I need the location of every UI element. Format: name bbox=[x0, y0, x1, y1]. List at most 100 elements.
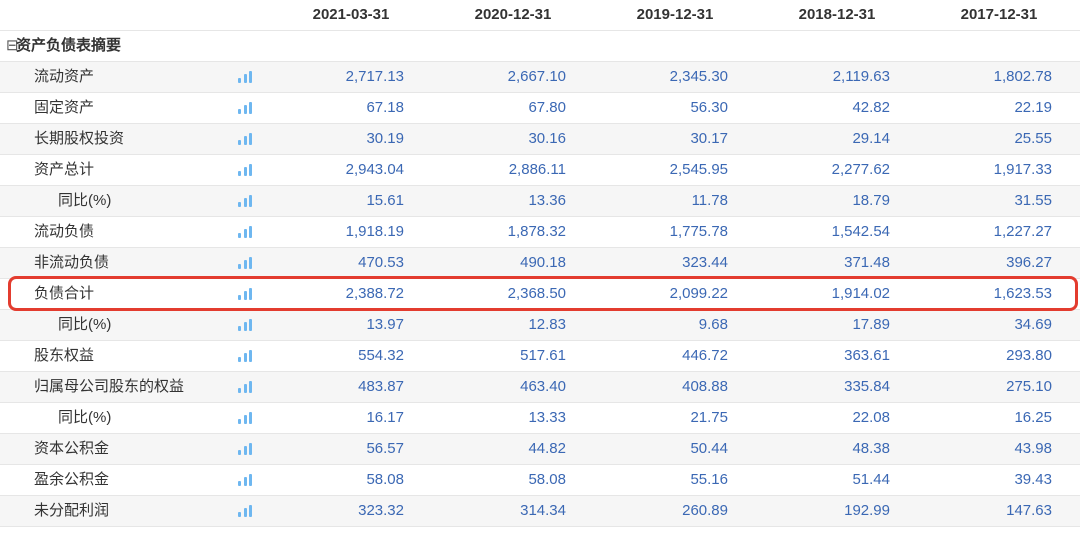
value-cell[interactable]: 275.10 bbox=[918, 372, 1080, 403]
table-row[interactable]: 流动资产2,717.132,667.102,345.302,119.631,80… bbox=[0, 62, 1080, 93]
value-cell[interactable]: 2,667.10 bbox=[432, 62, 594, 93]
table-row[interactable]: 未分配利润323.32314.34260.89192.99147.63 bbox=[0, 496, 1080, 527]
value-cell[interactable]: 43.98 bbox=[918, 434, 1080, 465]
value-cell[interactable]: 323.32 bbox=[270, 496, 432, 527]
value-cell[interactable]: 21.75 bbox=[594, 403, 756, 434]
row-label-cell[interactable]: 同比(%) bbox=[0, 310, 270, 341]
value-cell[interactable]: 1,914.02 bbox=[756, 279, 918, 310]
value-cell[interactable]: 408.88 bbox=[594, 372, 756, 403]
value-cell[interactable]: 2,345.30 bbox=[594, 62, 756, 93]
value-cell[interactable]: 34.69 bbox=[918, 310, 1080, 341]
col-header[interactable]: 2017-12-31 bbox=[918, 0, 1080, 31]
value-cell[interactable]: 1,542.54 bbox=[756, 217, 918, 248]
bar-chart-icon[interactable] bbox=[238, 226, 252, 238]
bar-chart-icon[interactable] bbox=[238, 102, 252, 114]
value-cell[interactable]: 446.72 bbox=[594, 341, 756, 372]
value-cell[interactable]: 2,717.13 bbox=[270, 62, 432, 93]
table-row[interactable]: 资产总计2,943.042,886.112,545.952,277.621,91… bbox=[0, 155, 1080, 186]
value-cell[interactable]: 314.34 bbox=[432, 496, 594, 527]
row-label-cell[interactable]: 负债合计 bbox=[0, 279, 270, 310]
value-cell[interactable]: 44.82 bbox=[432, 434, 594, 465]
bar-chart-icon[interactable] bbox=[238, 381, 252, 393]
value-cell[interactable]: 2,368.50 bbox=[432, 279, 594, 310]
value-cell[interactable]: 12.83 bbox=[432, 310, 594, 341]
value-cell[interactable]: 67.80 bbox=[432, 93, 594, 124]
row-label-cell[interactable]: 归属母公司股东的权益 bbox=[0, 372, 270, 403]
table-row[interactable]: 归属母公司股东的权益483.87463.40408.88335.84275.10 bbox=[0, 372, 1080, 403]
table-row[interactable]: 同比(%)16.1713.3321.7522.0816.25 bbox=[0, 403, 1080, 434]
row-label-cell[interactable]: 固定资产 bbox=[0, 93, 270, 124]
row-label-cell[interactable]: 长期股权投资 bbox=[0, 124, 270, 155]
row-label-cell[interactable]: 资产总计 bbox=[0, 155, 270, 186]
bar-chart-icon[interactable] bbox=[238, 350, 252, 362]
bar-chart-icon[interactable] bbox=[238, 319, 252, 331]
value-cell[interactable]: 335.84 bbox=[756, 372, 918, 403]
value-cell[interactable]: 15.61 bbox=[270, 186, 432, 217]
row-label-cell[interactable]: 非流动负债 bbox=[0, 248, 270, 279]
value-cell[interactable]: 30.16 bbox=[432, 124, 594, 155]
value-cell[interactable]: 1,878.32 bbox=[432, 217, 594, 248]
value-cell[interactable]: 2,388.72 bbox=[270, 279, 432, 310]
value-cell[interactable]: 2,119.63 bbox=[756, 62, 918, 93]
value-cell[interactable]: 2,099.22 bbox=[594, 279, 756, 310]
value-cell[interactable]: 39.43 bbox=[918, 465, 1080, 496]
row-label-cell[interactable]: 未分配利润 bbox=[0, 496, 270, 527]
value-cell[interactable]: 1,918.19 bbox=[270, 217, 432, 248]
value-cell[interactable]: 517.61 bbox=[432, 341, 594, 372]
table-row[interactable]: 同比(%)15.6113.3611.7818.7931.55 bbox=[0, 186, 1080, 217]
section-header-row[interactable]: ⊟资产负债表摘要 bbox=[0, 31, 1080, 62]
row-label-cell[interactable]: 同比(%) bbox=[0, 186, 270, 217]
value-cell[interactable]: 42.82 bbox=[756, 93, 918, 124]
value-cell[interactable]: 48.38 bbox=[756, 434, 918, 465]
value-cell[interactable]: 22.19 bbox=[918, 93, 1080, 124]
table-row[interactable]: 非流动负债470.53490.18323.44371.48396.27 bbox=[0, 248, 1080, 279]
value-cell[interactable]: 17.89 bbox=[756, 310, 918, 341]
section-header-cell[interactable]: ⊟资产负债表摘要 bbox=[0, 31, 270, 62]
row-label-cell[interactable]: 资本公积金 bbox=[0, 434, 270, 465]
value-cell[interactable]: 147.63 bbox=[918, 496, 1080, 527]
bar-chart-icon[interactable] bbox=[238, 474, 252, 486]
value-cell[interactable]: 56.57 bbox=[270, 434, 432, 465]
bar-chart-icon[interactable] bbox=[238, 288, 252, 300]
value-cell[interactable]: 2,545.95 bbox=[594, 155, 756, 186]
value-cell[interactable]: 1,227.27 bbox=[918, 217, 1080, 248]
value-cell[interactable]: 490.18 bbox=[432, 248, 594, 279]
value-cell[interactable]: 2,886.11 bbox=[432, 155, 594, 186]
value-cell[interactable]: 55.16 bbox=[594, 465, 756, 496]
value-cell[interactable]: 260.89 bbox=[594, 496, 756, 527]
value-cell[interactable]: 31.55 bbox=[918, 186, 1080, 217]
value-cell[interactable]: 25.55 bbox=[918, 124, 1080, 155]
value-cell[interactable]: 554.32 bbox=[270, 341, 432, 372]
bar-chart-icon[interactable] bbox=[238, 443, 252, 455]
bar-chart-icon[interactable] bbox=[238, 195, 252, 207]
table-row[interactable]: 长期股权投资30.1930.1630.1729.1425.55 bbox=[0, 124, 1080, 155]
row-label-cell[interactable]: 流动负债 bbox=[0, 217, 270, 248]
value-cell[interactable]: 51.44 bbox=[756, 465, 918, 496]
table-row[interactable]: 固定资产67.1867.8056.3042.8222.19 bbox=[0, 93, 1080, 124]
value-cell[interactable]: 13.33 bbox=[432, 403, 594, 434]
table-row[interactable]: 盈余公积金58.0858.0855.1651.4439.43 bbox=[0, 465, 1080, 496]
value-cell[interactable]: 323.44 bbox=[594, 248, 756, 279]
col-header[interactable]: 2018-12-31 bbox=[756, 0, 918, 31]
value-cell[interactable]: 13.36 bbox=[432, 186, 594, 217]
value-cell[interactable]: 30.19 bbox=[270, 124, 432, 155]
bar-chart-icon[interactable] bbox=[238, 164, 252, 176]
row-label-cell[interactable]: 同比(%) bbox=[0, 403, 270, 434]
value-cell[interactable]: 1,623.53 bbox=[918, 279, 1080, 310]
value-cell[interactable]: 371.48 bbox=[756, 248, 918, 279]
bar-chart-icon[interactable] bbox=[238, 71, 252, 83]
table-row[interactable]: 流动负债1,918.191,878.321,775.781,542.541,22… bbox=[0, 217, 1080, 248]
bar-chart-icon[interactable] bbox=[238, 257, 252, 269]
value-cell[interactable]: 2,943.04 bbox=[270, 155, 432, 186]
value-cell[interactable]: 18.79 bbox=[756, 186, 918, 217]
value-cell[interactable]: 13.97 bbox=[270, 310, 432, 341]
value-cell[interactable]: 192.99 bbox=[756, 496, 918, 527]
value-cell[interactable]: 16.25 bbox=[918, 403, 1080, 434]
value-cell[interactable]: 11.78 bbox=[594, 186, 756, 217]
value-cell[interactable]: 293.80 bbox=[918, 341, 1080, 372]
value-cell[interactable]: 483.87 bbox=[270, 372, 432, 403]
value-cell[interactable]: 58.08 bbox=[432, 465, 594, 496]
value-cell[interactable]: 1,917.33 bbox=[918, 155, 1080, 186]
bar-chart-icon[interactable] bbox=[238, 505, 252, 517]
col-header[interactable]: 2020-12-31 bbox=[432, 0, 594, 31]
